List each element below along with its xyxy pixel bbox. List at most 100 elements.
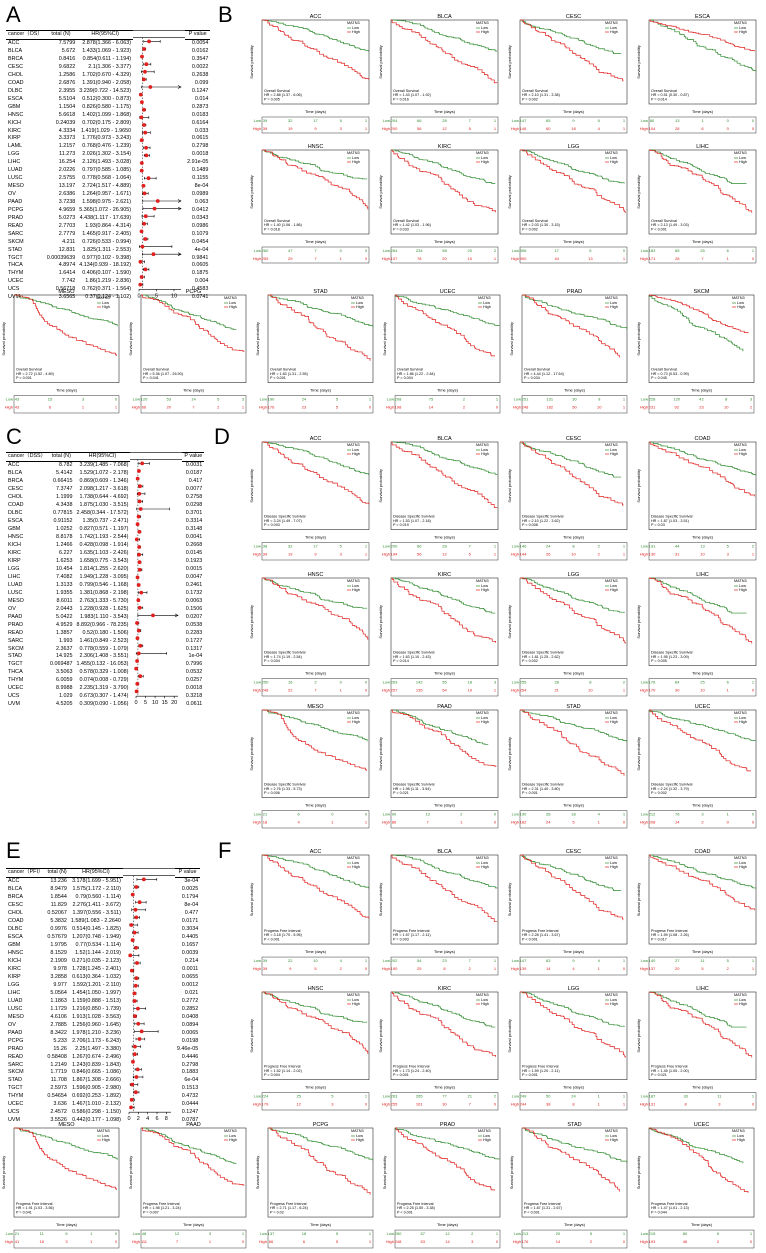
forest-row: HNSC 8.1529 1.52(1.144 - 2.019) bbox=[6, 950, 123, 958]
hr-ci: 1.978(1.210 - 3.236) bbox=[72, 1029, 121, 1036]
risk-count: 0 bbox=[623, 248, 626, 253]
total-n: 1.9355 bbox=[56, 589, 73, 596]
risk-count: 26 bbox=[546, 552, 551, 557]
km-plot-coad: COAD Survival probability Time (days) MATN3… bbox=[635, 845, 760, 977]
hr-point bbox=[143, 69, 147, 74]
risk-row-label: Low bbox=[254, 118, 261, 123]
km-curve-low bbox=[520, 991, 625, 1027]
panel-label-d: D bbox=[214, 424, 230, 449]
km-frame bbox=[394, 294, 501, 383]
total-n: 5.3832 bbox=[50, 918, 67, 925]
hr-ci: 1.575(1.172 - 2.110) bbox=[72, 886, 121, 893]
risk-row-label: Low bbox=[512, 680, 519, 685]
hr-ci: 0.074(0.008 - 0.729) bbox=[79, 677, 129, 684]
hr-ci: 0.778(0.559 - 1.079) bbox=[79, 645, 129, 652]
cancer-name: ACC bbox=[8, 462, 20, 469]
risk-count: 2 bbox=[494, 248, 497, 253]
risk-count: 255 bbox=[391, 1102, 398, 1107]
p-value: 0.7996 bbox=[185, 661, 203, 668]
hr-point bbox=[142, 47, 147, 51]
total-n: 1.2466 bbox=[56, 541, 73, 548]
risk-count: 53 bbox=[167, 397, 172, 402]
risk-count: 17 bbox=[313, 544, 318, 549]
hr-ci: 1.596(0.905 - 2.980) bbox=[72, 1085, 121, 1092]
hr-ci: 1.93(0.864 - 4.314) bbox=[85, 222, 132, 229]
total-n: 0.91152 bbox=[53, 518, 73, 524]
risk-count: 1 bbox=[494, 552, 497, 557]
risk-row-label: Low bbox=[254, 680, 261, 685]
p-value: 0.0047 bbox=[185, 573, 203, 580]
legend-low: Low bbox=[352, 584, 359, 588]
forest-row: STAD 14.925 2.306(1.408 - 3.551) bbox=[6, 653, 130, 661]
km-ylabel: Survival probability bbox=[249, 1019, 254, 1053]
risk-count: 30 bbox=[675, 688, 680, 693]
km-ylabel: Survival probability bbox=[1, 1156, 6, 1190]
km-survival-type: Overall Survival bbox=[16, 368, 42, 372]
risk-count: 5 bbox=[598, 118, 601, 123]
hr-point bbox=[139, 275, 144, 279]
forest-table: cancer（PFI） total (N) HR(95%CI) ACC 13.236 3.… bbox=[6, 867, 123, 1125]
km-curve-high bbox=[391, 991, 496, 1057]
hr-point bbox=[143, 267, 148, 272]
cancer-name: KIRP bbox=[8, 557, 21, 564]
p-value: 0.099 bbox=[194, 79, 209, 86]
risk-row-label: Low bbox=[6, 1231, 13, 1236]
total-n: 2.3637 bbox=[56, 645, 73, 652]
km-ylabel: Survival probability bbox=[636, 737, 641, 771]
km-pvalue: P = 0.003 bbox=[393, 937, 409, 941]
km-pvalue: P = 0.041 bbox=[143, 376, 159, 380]
risk-count: 3 bbox=[340, 126, 343, 131]
km-survival-type: Progress Free Interval bbox=[651, 929, 688, 933]
km-hr: HR = 1.81 (1.25 - 2.62) bbox=[522, 655, 560, 659]
km-ylabel: Survival probability bbox=[378, 1019, 383, 1053]
p-value: 0.2638 bbox=[191, 71, 209, 78]
risk-count: 13 bbox=[425, 812, 430, 817]
legend-high: High bbox=[229, 1138, 237, 1142]
hr-ci: 1.461(0.849 - 2.523) bbox=[79, 637, 129, 644]
risk-count: 1 bbox=[209, 1239, 212, 1244]
risk-table bbox=[519, 956, 628, 976]
total-n: 2.5755 bbox=[58, 175, 76, 182]
risk-count: 27 bbox=[675, 958, 680, 963]
risk-count: 1 bbox=[365, 118, 368, 123]
total-n: 0.52067 bbox=[47, 910, 67, 917]
km-frame bbox=[390, 149, 499, 235]
risk-count: 4 bbox=[598, 958, 601, 963]
km-title: ESCA bbox=[695, 14, 710, 20]
risk-count: 147 bbox=[520, 958, 527, 963]
p-value: 4e-04 bbox=[194, 246, 209, 253]
km-survival-type: Progress Free Interval bbox=[393, 1065, 430, 1069]
km-pvalue: P = 0.019 bbox=[393, 523, 409, 527]
cancer-name: DLBC bbox=[8, 926, 23, 933]
km-pvalue: P = 0.034 bbox=[524, 376, 540, 380]
risk-count: 13 bbox=[588, 256, 593, 261]
cancer-name: LAML bbox=[8, 143, 23, 150]
km-curve-low bbox=[520, 577, 625, 613]
p-value: 0.4583 bbox=[191, 286, 209, 293]
risk-count: 56 bbox=[417, 126, 422, 131]
risk-count: 20 bbox=[167, 405, 172, 410]
km-title: LGG bbox=[568, 144, 580, 150]
km-hr: HR = 2.24 (1.32 - 3.79) bbox=[651, 787, 689, 791]
p-value-header: P value bbox=[182, 451, 205, 463]
hr-ci: 1.454(1.050 - 1.997) bbox=[72, 989, 121, 996]
risk-count: 1 bbox=[115, 405, 118, 410]
total-n: 3.6565 bbox=[58, 294, 76, 301]
cancer-name: UCS bbox=[8, 1109, 20, 1116]
km-survival-type: Disease Specific Survival bbox=[522, 651, 564, 655]
hr-ci: 1.592(1.201 - 2.110) bbox=[72, 981, 121, 988]
km-ylabel: Survival probability bbox=[636, 605, 641, 639]
risk-count: 39 bbox=[263, 966, 268, 971]
total-n: 8.3422 bbox=[50, 1029, 67, 1036]
cancer-name: GBM bbox=[8, 525, 21, 532]
cancer-name: DLBC bbox=[8, 510, 23, 517]
km-title: KIRC bbox=[438, 572, 451, 578]
risk-count: 264 bbox=[391, 248, 398, 253]
km-survival-type: Disease Specific Survival bbox=[393, 651, 435, 655]
forest-table: cancer（DSS） total (N) HR(95%CI) ACC 8.782 3.2… bbox=[6, 451, 131, 709]
total-n: 2.5973 bbox=[50, 1085, 67, 1092]
km-curve-low bbox=[649, 441, 757, 476]
risk-table bbox=[519, 116, 628, 134]
hr-point bbox=[128, 953, 133, 958]
hr-ci: 2.276(1.411 - 3.672) bbox=[72, 902, 121, 909]
